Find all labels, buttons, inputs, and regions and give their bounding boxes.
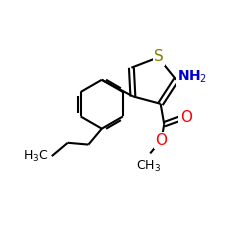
Text: NH$_2$: NH$_2$ (177, 68, 207, 85)
Text: O: O (155, 133, 167, 148)
Text: S: S (154, 50, 164, 64)
Text: O: O (180, 110, 192, 125)
Text: CH$_3$: CH$_3$ (136, 159, 162, 174)
Text: H$_3$C: H$_3$C (22, 148, 48, 164)
